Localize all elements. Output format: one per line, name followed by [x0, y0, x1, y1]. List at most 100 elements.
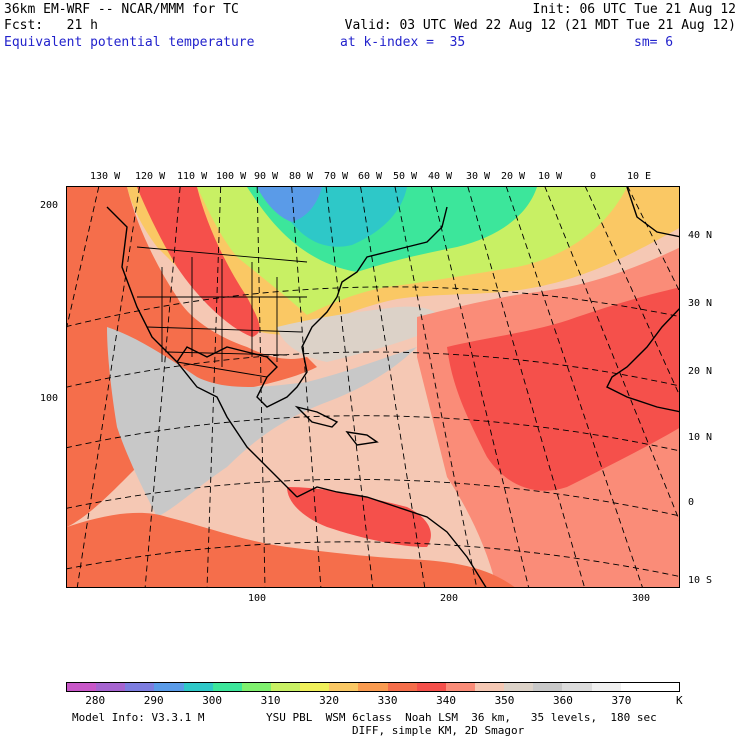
latitude-label: 20 N	[688, 366, 713, 377]
colorbar-label: 280	[85, 694, 106, 707]
parallel-20n	[67, 415, 679, 452]
cuba	[294, 405, 339, 428]
meridian-100w	[206, 187, 222, 587]
level-info: at k-index = 35	[340, 35, 466, 50]
longitude-label: 0	[590, 171, 597, 182]
south-america-north-coast	[296, 486, 487, 587]
meridian-20w	[505, 187, 643, 587]
latitude-label: 10 S	[688, 575, 713, 586]
colorbar-swatch	[358, 683, 388, 691]
init-time: Init: 06 UTC Tue 21 Aug 12	[532, 2, 737, 17]
hot-atlantic-region	[447, 287, 679, 491]
colorbar-swatch	[183, 683, 213, 691]
colorbar-label: 340	[436, 694, 456, 707]
meridian-110w	[144, 187, 181, 587]
longitude-label: 100 W	[216, 171, 247, 182]
colorbar-label: 330	[377, 694, 398, 707]
diffusion-info: DIFF, simple KM, 2D Smagor	[352, 724, 525, 737]
colorbar-swatch	[212, 683, 242, 691]
colorbar-swatch	[591, 683, 621, 691]
colorbar-swatch	[96, 683, 126, 691]
longitude-label: 60 W	[358, 171, 383, 182]
latitude-label: 30 N	[688, 298, 713, 309]
physics-info: YSU PBL WSM 6class Noah LSM 36 km, 35 le…	[266, 711, 657, 724]
us-canada-border	[136, 246, 308, 263]
graticule	[67, 187, 679, 587]
grid-label-left-200: 200	[40, 200, 59, 211]
hot-south-america-region	[287, 487, 431, 547]
longitude-label: 70 W	[324, 171, 349, 182]
africa-west-coast	[606, 308, 679, 413]
warm-south-region	[67, 512, 515, 587]
colorbar-swatch	[125, 683, 155, 691]
colorbar-swatch	[562, 683, 592, 691]
colorbar-swatch	[445, 683, 475, 691]
colorbar-label: 370	[611, 694, 632, 707]
longitude-label: 110 W	[177, 171, 208, 182]
longitude-label: 50 W	[393, 171, 418, 182]
latitude-label: 40 N	[688, 230, 713, 241]
colorbar-swatch	[474, 683, 505, 691]
colorbar-swatch	[241, 683, 271, 691]
us-mexico-border	[176, 361, 268, 378]
parallel-10n	[67, 478, 679, 517]
longitude-label: 130 W	[90, 171, 121, 182]
grid-label-bottom-100: 100	[248, 593, 267, 604]
colorbar-swatch	[504, 683, 534, 691]
colorbar-swatch	[67, 683, 97, 691]
smoothing-info: sm= 6	[634, 35, 674, 50]
longitude-label: 80 W	[289, 171, 314, 182]
longitude-label: 40 W	[428, 171, 453, 182]
colorbar-label: 290	[143, 694, 164, 707]
colorbar-label: 350	[494, 694, 515, 707]
parallel-30n	[67, 351, 679, 388]
longitude-label: 30 W	[466, 171, 491, 182]
pacific-coast-north-america	[106, 206, 298, 498]
longitude-label: 10 E	[627, 171, 652, 182]
forecast-hour: Fcst: 21 h	[4, 18, 98, 33]
field-name: Equivalent potential temperature	[4, 35, 255, 50]
colorbar-swatch	[416, 683, 446, 691]
longitude-label: 10 W	[538, 171, 563, 182]
meridian-50w	[394, 187, 478, 587]
grid-label-left-100: 100	[40, 393, 59, 404]
colorbar-label: 360	[553, 694, 573, 707]
valid-time: Valid: 03 UTC Wed 22 Aug 12 (21 MDT Tue …	[344, 18, 736, 33]
hispaniola	[345, 431, 379, 446]
latitude-label: 0	[688, 497, 695, 508]
colorbar-swatch	[300, 683, 330, 691]
map-canvas	[67, 187, 679, 587]
meridian-30w	[467, 187, 585, 587]
meridian-10w	[544, 187, 679, 521]
us-state-lines-horizontal	[137, 296, 307, 356]
coldest-theta-region	[257, 187, 322, 222]
grid-label-bottom-300: 300	[632, 593, 651, 604]
colorbar-label: 310	[260, 694, 281, 707]
coastlines	[106, 187, 679, 587]
meridian-90w	[256, 187, 266, 587]
model-title: 36km EM-WRF -- NCAR/MMM for TC	[4, 2, 239, 17]
meridian-70w	[325, 187, 374, 587]
colorbar-swatch	[533, 683, 563, 691]
meridian-40w	[430, 187, 529, 587]
colorbar-swatch	[270, 683, 301, 691]
color-legend-bar	[66, 682, 680, 692]
grid-label-bottom-200: 200	[440, 593, 459, 604]
parallel-0	[67, 541, 679, 577]
colorbar-swatch	[154, 683, 184, 691]
longitude-label: 20 W	[501, 171, 526, 182]
meridian-130w	[67, 187, 100, 329]
europe-coast	[626, 187, 679, 238]
theta-e-map	[66, 186, 680, 588]
political-borders	[136, 246, 308, 378]
colorbar-label: 320	[319, 694, 340, 707]
colorbar-swatch	[387, 683, 417, 691]
colorbar-swatch	[329, 683, 359, 691]
colorbar-unit: K	[676, 694, 683, 707]
longitude-label: 120 W	[135, 171, 166, 182]
us-state-lines-vertical	[161, 257, 278, 367]
colorbar-label: 300	[202, 694, 223, 707]
colorbar-swatch	[649, 683, 679, 691]
us-gulf-east-coast	[176, 206, 448, 408]
model-info: Model Info: V3.3.1 M	[72, 711, 205, 724]
